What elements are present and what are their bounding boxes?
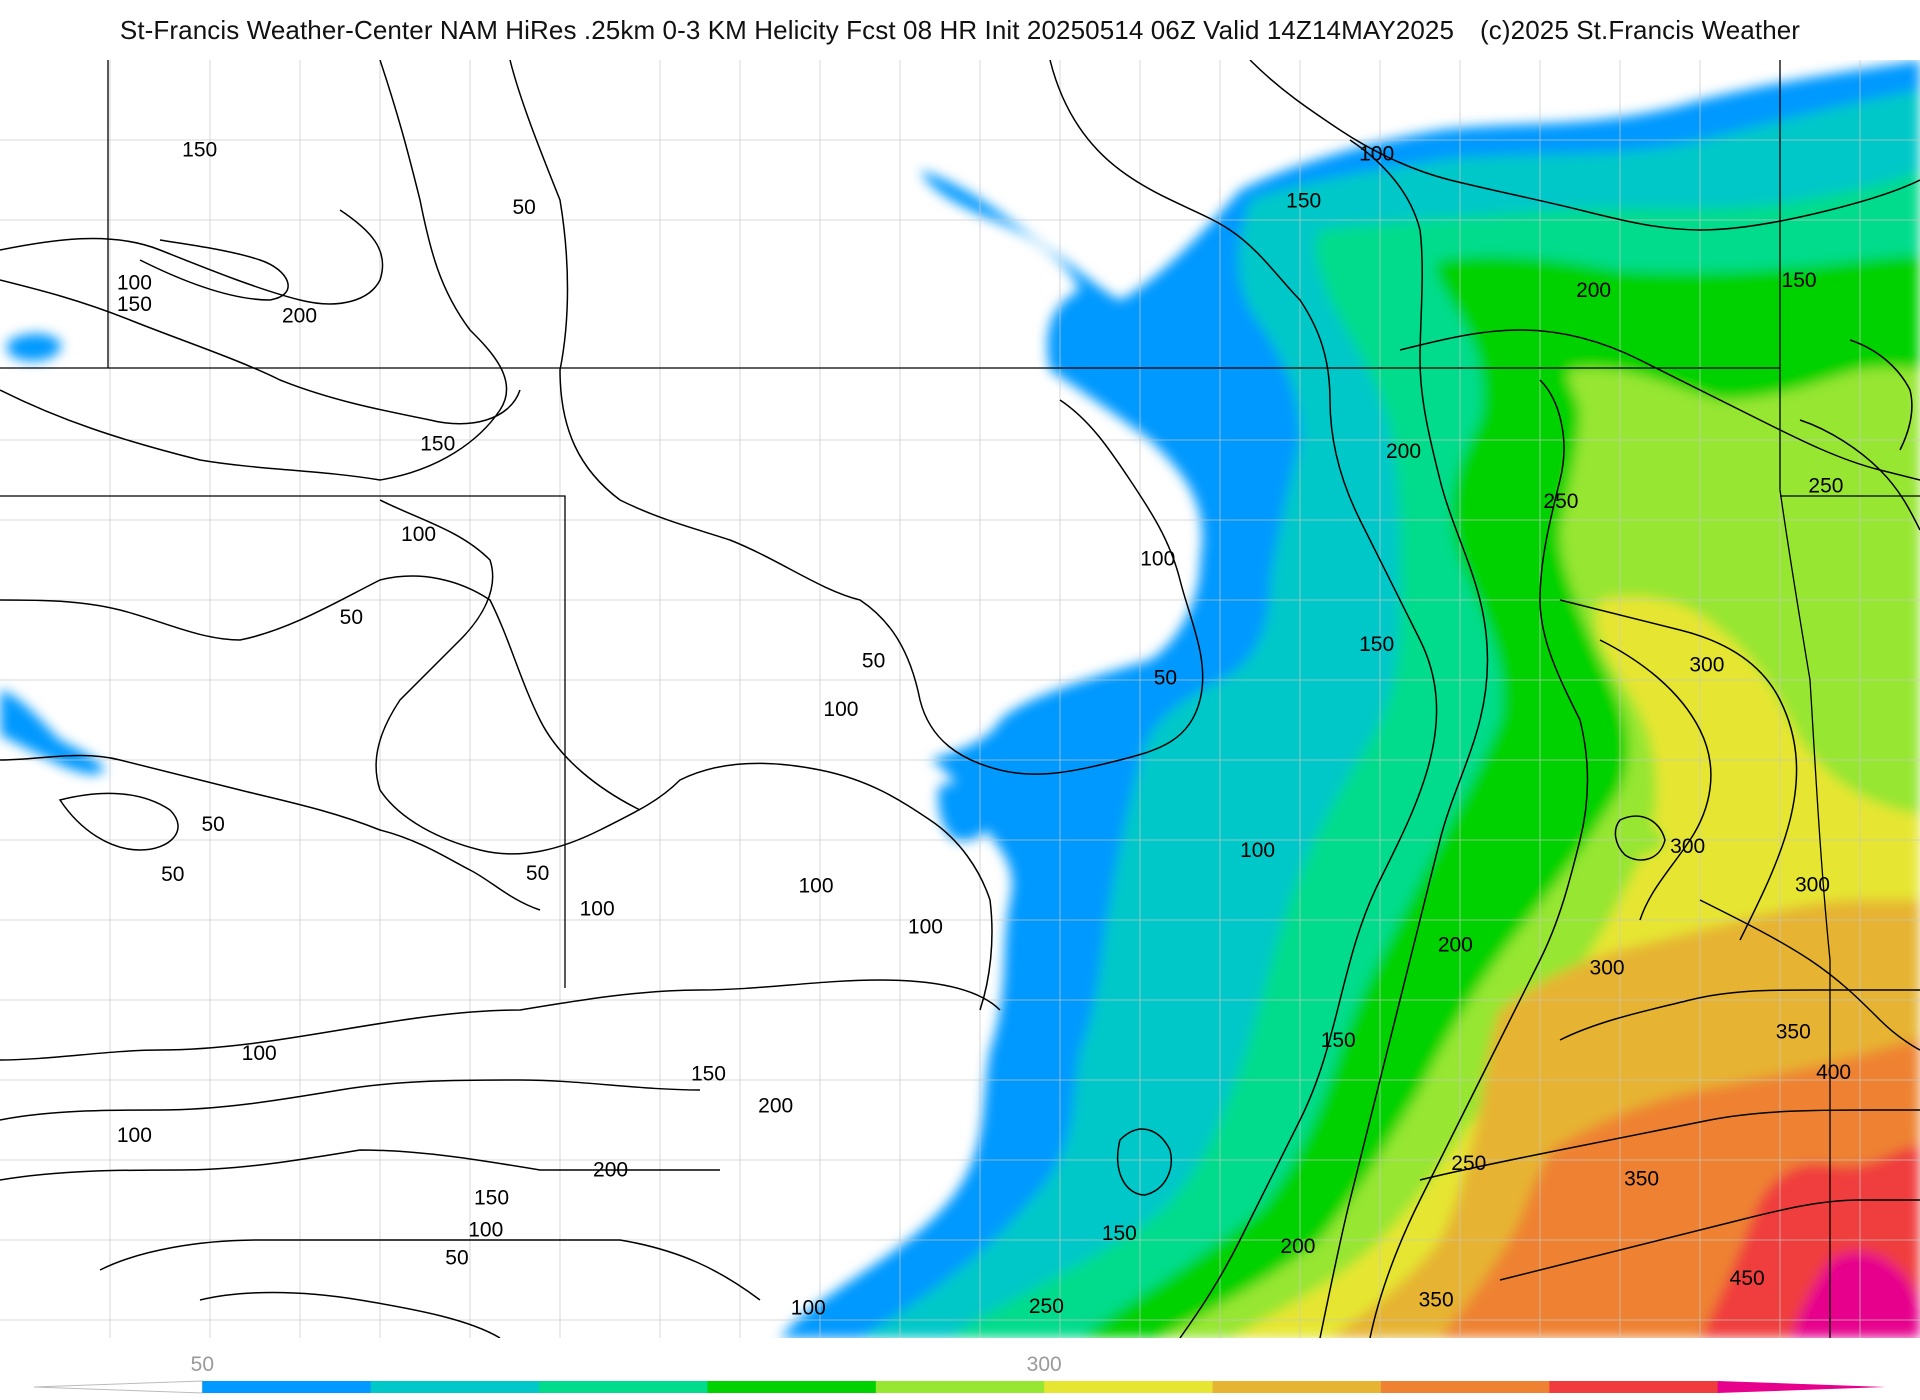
contour-label-bg: [1277, 1354, 1319, 1378]
contour-label: 100: [401, 523, 436, 546]
contour-label: 50: [512, 196, 535, 219]
colorbar-cell: [707, 1381, 877, 1393]
helicity-patch-50: [6, 333, 62, 362]
contour-label: 150: [1782, 269, 1817, 292]
colorbar-tick-label: 50: [191, 1353, 214, 1376]
contour-label: 250: [1543, 490, 1578, 513]
contour-label: 50: [393, 1359, 416, 1382]
contour-label: 50: [161, 863, 184, 886]
colorbar-cell: [1380, 1381, 1550, 1393]
contour-label: 250: [1029, 1295, 1064, 1318]
contour-label: 200: [1386, 440, 1421, 463]
contour-label: 100: [908, 915, 943, 938]
colorbar-cell: [1212, 1381, 1382, 1393]
contour-label: 100: [580, 898, 615, 921]
contour-label: 200: [1576, 279, 1611, 302]
contour-label: 150: [474, 1186, 509, 1209]
contour-label: 400: [1524, 1353, 1559, 1376]
contour-label: 250: [1808, 475, 1843, 498]
contour-label: 100: [798, 875, 833, 898]
colorbar-cell: [1717, 1381, 1886, 1393]
colorbar-cell: [202, 1381, 372, 1393]
contour-label: 150: [117, 293, 152, 316]
contour-label: 150: [850, 1353, 885, 1376]
contour-label: 200: [758, 1094, 793, 1117]
contour-label: 150: [1102, 1222, 1137, 1245]
colorbar-cell: [1044, 1381, 1214, 1393]
helicity-contours: [0, 60, 1920, 1338]
colorbar-tick-label: 300: [1027, 1353, 1062, 1376]
colorbar-cell: [539, 1381, 708, 1393]
contour-label: 200: [593, 1158, 628, 1181]
colorbar-cell: [1549, 1381, 1719, 1393]
contour-label: 50: [862, 650, 885, 673]
contour-label-bg: [847, 1351, 889, 1375]
contour-label: 50: [1154, 666, 1177, 689]
contour-label: 100: [791, 1296, 826, 1319]
contour-label: 50: [526, 862, 549, 885]
contour-label: 100: [823, 698, 858, 721]
contour-label: 300: [1590, 956, 1625, 979]
contour-label: 100: [468, 1218, 503, 1241]
contour-label: 300: [1280, 1356, 1315, 1379]
contour-label: 100: [242, 1042, 277, 1065]
colorbar-cell: [370, 1381, 540, 1393]
helicity-band-500: [1790, 1251, 1920, 1338]
map-title-main: St-Francis Weather-Center NAM HiRes .25k…: [119, 14, 1455, 45]
map-title: St-Francis Weather-Center NAM HiRes .25k…: [0, 0, 1920, 60]
contour-label: 100: [117, 271, 152, 294]
contour-label: 150: [1359, 633, 1394, 656]
contour-label: 150: [1321, 1029, 1356, 1052]
contour-label: 150: [420, 432, 455, 455]
contour-label: 300: [1795, 873, 1830, 896]
contour-label: 350: [1776, 1020, 1811, 1043]
colorbar-cell: [33, 1380, 203, 1394]
contour-label: 200: [1438, 933, 1473, 956]
colorbar-ticks: 50 300: [191, 1353, 1062, 1376]
contour-label: 450: [1730, 1267, 1765, 1290]
colorbar: 50 300: [33, 1353, 1886, 1394]
contour-label: 350: [1419, 1289, 1454, 1312]
colorbar-cells: [33, 1380, 1886, 1394]
contour-label: 100: [1140, 547, 1175, 570]
contour-label: 100: [1240, 839, 1275, 862]
contour-label-bg: [390, 1357, 420, 1381]
contour-label: 200: [1280, 1235, 1315, 1258]
contour-label: 300: [1670, 835, 1705, 858]
contour-label: 400: [1816, 1061, 1851, 1084]
contour-label-bg: [1521, 1351, 1563, 1375]
state-boundaries: [0, 60, 1920, 1338]
helicity-patch-50: [938, 783, 991, 841]
contour-label: 150: [1286, 190, 1321, 213]
contour-label: 250: [1451, 1152, 1486, 1175]
contour-label: 50: [445, 1246, 468, 1269]
contour-label: 50: [201, 813, 224, 836]
contour-label: 100: [117, 1124, 152, 1147]
contour-label: 100: [1359, 142, 1394, 165]
helicity-patch-50: [0, 690, 105, 775]
contour-label: 50: [340, 606, 363, 629]
contour-label: 350: [1624, 1167, 1659, 1190]
contour-label: 150: [691, 1062, 726, 1085]
contour-label: 300: [1689, 653, 1724, 676]
map-title-credit: (c)2025 St.Francis Weather: [1480, 14, 1801, 45]
county-boundaries: [0, 60, 1920, 1338]
contour-label: 200: [282, 305, 317, 328]
contour-label: 150: [182, 138, 217, 161]
colorbar-cell: [875, 1381, 1045, 1393]
